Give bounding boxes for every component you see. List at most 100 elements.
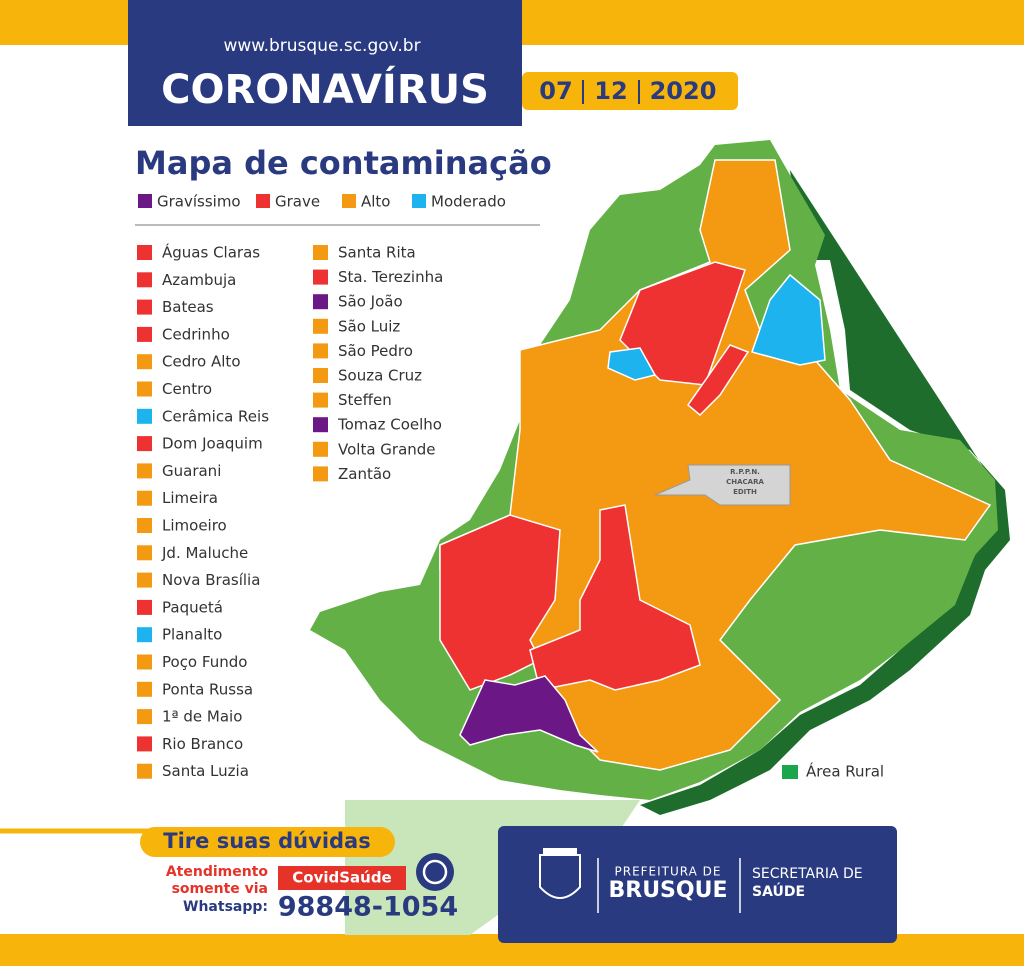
neighborhood-name: Santa Luzia <box>162 762 249 780</box>
neighborhood-swatch <box>313 466 328 482</box>
neighborhood-swatch <box>137 545 152 561</box>
phone: 98848-1054 <box>278 892 458 923</box>
neighborhood-name: São João <box>338 293 403 311</box>
neighborhood-name: Cedrinho <box>162 325 230 343</box>
neighborhood-name: Azambuja <box>162 271 236 289</box>
neighborhood-swatch <box>137 763 152 779</box>
channel: CovidSaúde <box>292 869 392 887</box>
map-grave <box>529 504 701 691</box>
city-crest <box>539 854 581 899</box>
level-swatch <box>342 194 356 208</box>
channel-box <box>278 866 406 890</box>
date-day: 07 <box>539 77 572 105</box>
neighborhood-swatch <box>313 417 328 433</box>
neighborhood-swatch <box>313 368 328 383</box>
service-text: somente via <box>172 881 268 897</box>
neighborhood-name: Cerâmica Reis <box>162 407 269 425</box>
neighborhood-swatch <box>313 269 328 285</box>
neighborhood-name: Poço Fundo <box>162 653 247 671</box>
map-moderate <box>607 347 657 381</box>
map-title: Mapa de contaminação <box>135 144 552 182</box>
org-box <box>498 826 897 943</box>
neighborhood-swatch <box>313 441 328 457</box>
rural-swatch <box>782 765 798 779</box>
date-pill <box>522 72 738 110</box>
reserve <box>654 464 791 506</box>
url: www.brusque.sc.gov.br <box>223 36 420 56</box>
rural-label: Área Rural <box>806 762 884 781</box>
org1: PREFEITURA DE <box>615 865 722 879</box>
neighborhood-name: 1ª de Maio <box>162 708 242 726</box>
neighborhood-name: Tomaz Coelho <box>337 416 442 434</box>
neighborhood-swatch <box>137 436 152 452</box>
neighborhood-swatch <box>137 245 152 260</box>
neighborhood-swatch <box>137 381 152 397</box>
map-grave <box>686 344 750 417</box>
neighborhood-name: Zantão <box>338 465 391 483</box>
neighborhood-swatch <box>137 354 152 370</box>
neighborhood-swatch <box>137 681 152 697</box>
neighborhood-swatch <box>137 518 152 533</box>
reserve-label: EDITH <box>733 488 757 496</box>
help-title: Tire suas dúvidas <box>163 829 370 853</box>
neighborhood-swatch <box>137 490 152 506</box>
service-text: Atendimento <box>166 864 269 880</box>
neighborhood-name: Centro <box>162 380 212 398</box>
neighborhood-swatch <box>137 299 152 315</box>
level-label: Moderado <box>431 193 506 211</box>
neighborhood-swatch <box>137 709 152 725</box>
neighborhood-swatch <box>137 599 152 615</box>
neighborhood-swatch <box>313 392 328 408</box>
neighborhood-swatch <box>313 343 328 359</box>
header-title: CORONAVÍRUS <box>161 65 489 113</box>
neighborhood-name: Ponta Russa <box>162 680 253 698</box>
level-label: Grave <box>275 193 320 211</box>
neighborhood-name: Cedro Alto <box>162 353 241 371</box>
neighborhood-name: São Luiz <box>338 317 400 335</box>
neighborhood-list: Águas Claras Azambuja Bateas Cedrinho Cedro … <box>137 243 443 780</box>
neighborhood-name: Dom Joaquim <box>162 435 263 453</box>
neighborhood-name: Limoeiro <box>162 517 227 535</box>
neighborhood-name: Souza Cruz <box>338 367 422 385</box>
neighborhood-name: Paquetá <box>162 598 223 616</box>
neighborhood-name: Guarani <box>162 462 221 480</box>
date-month: 12 <box>594 77 627 105</box>
org2: SAÚDE <box>752 882 805 900</box>
org1: BRUSQUE <box>608 878 727 903</box>
level-swatch <box>412 194 426 208</box>
neighborhood-name: Limeira <box>162 489 218 507</box>
neighborhood-name: Jd. Maluche <box>161 544 248 562</box>
map-grave <box>619 261 746 386</box>
neighborhood-name: Volta Grande <box>338 440 436 458</box>
level-label: Gravíssimo <box>157 193 241 211</box>
neighborhood-name: Steffen <box>338 391 392 409</box>
neighborhood-name: Rio Branco <box>162 735 243 753</box>
city-crest <box>543 848 577 854</box>
neighborhood-swatch <box>137 654 152 670</box>
level-swatch <box>138 194 152 208</box>
level-legend: Gravíssimo Grave Alto Moderado <box>138 193 506 211</box>
neighborhood-swatch <box>313 318 328 334</box>
map-ridge <box>640 170 1010 815</box>
service-text: Whatsapp: <box>183 899 268 915</box>
neighborhood-name: Nova Brasília <box>162 571 260 589</box>
neighborhood-swatch <box>137 408 152 424</box>
level-label: Alto <box>361 193 391 211</box>
neighborhood-swatch <box>137 736 152 752</box>
neighborhood-swatch <box>137 326 152 342</box>
neighborhood-name: Sta. Terezinha <box>338 268 443 286</box>
map-gravissimo <box>459 675 599 753</box>
org2: SECRETARIA DE <box>752 866 863 882</box>
neighborhood-name: São Pedro <box>338 342 413 360</box>
map-moderate <box>751 273 826 366</box>
reserve-label: CHACARA <box>726 478 764 486</box>
whatsapp-icon <box>416 853 454 891</box>
neighborhood-name: Bateas <box>162 298 214 316</box>
neighborhood-swatch <box>137 627 152 643</box>
neighborhood-name: Planalto <box>162 626 222 644</box>
neighborhood-swatch <box>137 272 152 288</box>
level-swatch <box>256 194 270 208</box>
date-year: 2020 <box>650 77 717 105</box>
neighborhood-swatch <box>313 245 328 260</box>
